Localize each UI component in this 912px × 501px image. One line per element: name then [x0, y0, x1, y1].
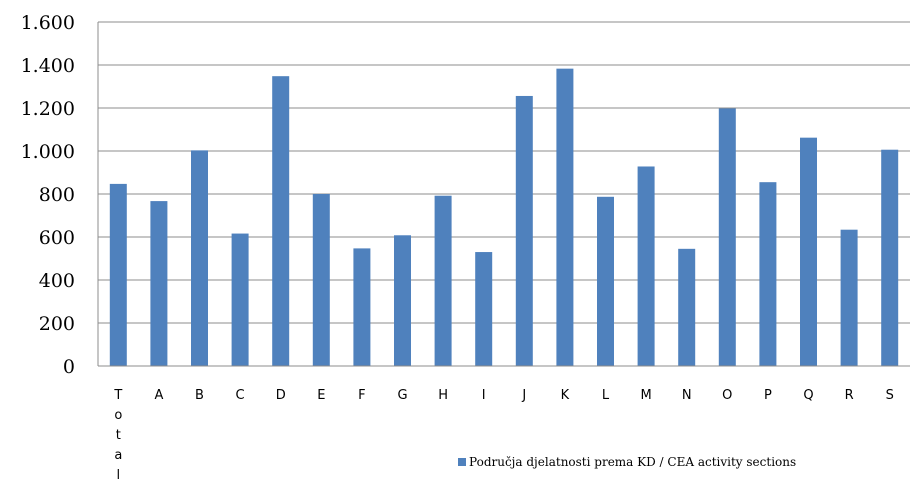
x-tick-label: J — [521, 388, 526, 403]
x-tick-label: M — [640, 388, 651, 403]
x-tick-label: H — [438, 388, 448, 403]
bar-d — [272, 76, 290, 367]
bar-f — [353, 248, 371, 366]
x-tick-label: A — [154, 388, 163, 403]
bar-b — [191, 150, 208, 366]
x-tick-label: S — [886, 388, 894, 403]
y-tick-label: 1.400 — [21, 55, 75, 77]
y-tick-label: 1.600 — [21, 12, 75, 34]
bar-series — [109, 68, 899, 367]
axes — [97, 22, 910, 367]
gridlines — [98, 21, 910, 324]
x-tick-label: B — [195, 388, 204, 403]
x-tick-label: G — [397, 388, 407, 403]
x-tick-label: I — [482, 388, 486, 403]
bar-p — [759, 182, 777, 366]
bar-n — [678, 248, 696, 366]
x-tick-label: P — [764, 388, 772, 403]
bar-h — [434, 195, 452, 366]
bar-j — [515, 95, 533, 367]
y-tick-label: 200 — [39, 313, 75, 335]
bar-q — [800, 137, 817, 366]
legend-label: Područja djelatnosti prema KD / CEA acti… — [469, 455, 796, 469]
bar-e — [312, 194, 330, 366]
x-tick-label: N — [682, 388, 692, 403]
x-tick-label: F — [358, 388, 365, 403]
y-tick-label: 0 — [63, 356, 75, 378]
bar-i — [475, 252, 493, 366]
x-tick-label: Q — [803, 388, 813, 403]
y-axis-tick-labels: 0 200 400 600 800 1.000 1.200 1.400 1.600 — [21, 12, 75, 378]
y-tick-label: 1.200 — [21, 98, 75, 120]
x-tick-label: O — [722, 388, 732, 403]
bar-o — [718, 108, 736, 367]
y-tick-label: 1.000 — [21, 141, 75, 163]
x-tick-label: C — [236, 388, 245, 403]
x-tick-label: E — [317, 388, 325, 403]
y-tick-label: 400 — [39, 270, 75, 292]
bar-r — [840, 229, 858, 366]
y-tick-label: 600 — [39, 227, 75, 249]
y-tick-label: 800 — [39, 184, 75, 206]
bar-m — [637, 166, 655, 366]
x-tick-label: K — [561, 388, 570, 403]
x-tick-label: R — [845, 388, 854, 403]
bar-total — [109, 183, 127, 366]
bar-k — [556, 68, 574, 366]
legend: Područja djelatnosti prema KD / CEA acti… — [458, 455, 796, 469]
x-tick-label: D — [276, 388, 286, 403]
bar-s — [881, 149, 899, 366]
legend-swatch — [458, 458, 466, 466]
bar-g — [394, 235, 411, 366]
bar-l — [597, 196, 614, 366]
bar-a — [150, 201, 168, 366]
x-tick-label: L — [602, 388, 610, 403]
bar-c — [231, 233, 249, 366]
